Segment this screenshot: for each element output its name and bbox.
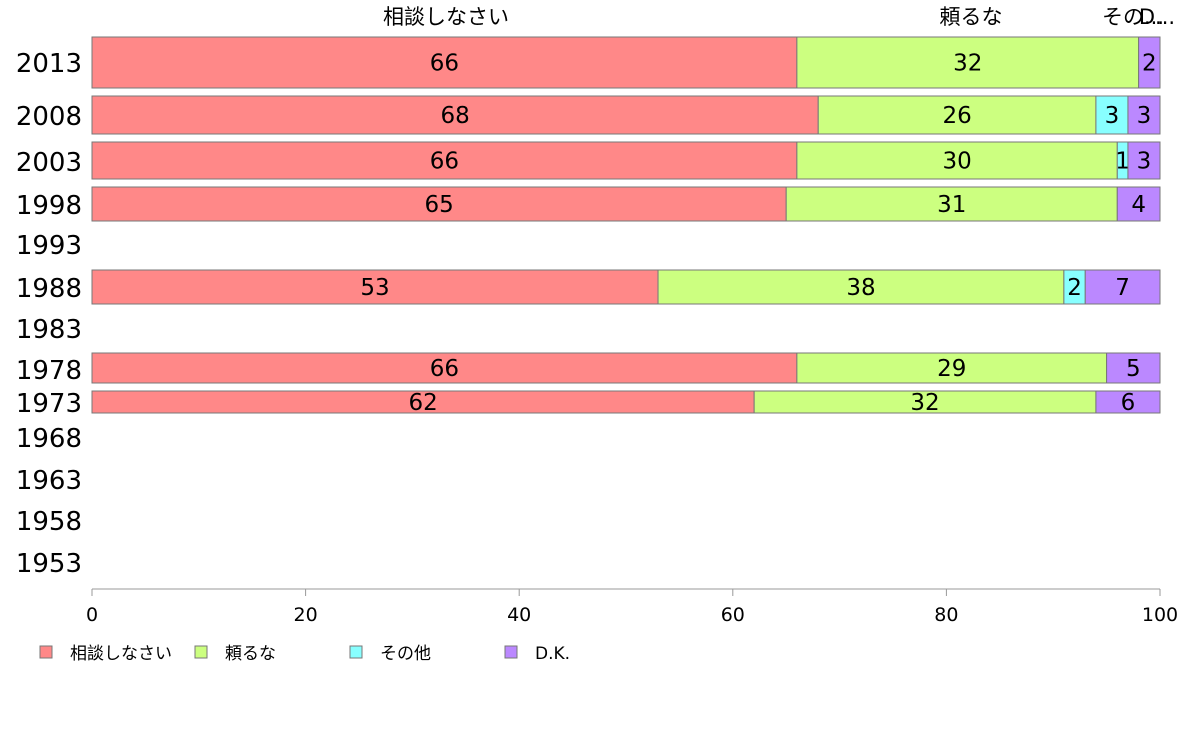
- bar-segment-1978-3: [1106, 352, 1161, 384]
- bar-value-2008-2: 3: [1105, 103, 1120, 129]
- bar-value-2008-1: 26: [942, 103, 971, 129]
- legend-swatch-1: [194, 645, 208, 659]
- bar-segment-1988-1: [657, 269, 1065, 305]
- year-label-1973: 1973: [16, 389, 82, 419]
- x-tick-label-20: 20: [294, 604, 318, 626]
- x-tick-label-0: 0: [86, 604, 98, 626]
- bar-value-2003-3: 3: [1137, 149, 1152, 175]
- bars: 66 32 268 26 3 366 30 1 365 31 453 38 2 766 29 562 32 6: [91, 36, 1161, 416]
- bar-value-2003-1: 30: [942, 149, 971, 175]
- bar-value-2003-0: 66: [430, 149, 459, 175]
- legend-label-0: 相談しなさい: [70, 644, 172, 664]
- legend: 相談しなさい 頼るな その他 D.K.: [39, 644, 570, 664]
- year-label-1968: 1968: [16, 424, 82, 454]
- bar-value-2013-0: 66: [430, 51, 459, 77]
- year-label-1983: 1983: [16, 315, 82, 345]
- bar-value-1988-3: 7: [1115, 275, 1130, 301]
- bar-segment-2003-0: [91, 141, 798, 180]
- top-label-0: 相談しなさい: [383, 5, 509, 29]
- bar-value-1973-3: 6: [1121, 390, 1136, 416]
- legend-label-3: D.K.: [535, 644, 570, 664]
- top-label-2: その...: [1102, 5, 1164, 29]
- year-label-1978: 1978: [16, 356, 82, 386]
- bar-segment-1973-3: [1095, 390, 1161, 414]
- year-label-1963: 1963: [16, 466, 82, 496]
- bar-value-1988-0: 53: [360, 275, 389, 301]
- bar-value-1988-1: 38: [846, 275, 875, 301]
- year-label-2013: 2013: [16, 49, 82, 79]
- bar-segment-1988-3: [1084, 269, 1161, 305]
- bar-segment-2008-1: [817, 95, 1097, 135]
- bar-value-2013-3: 2: [1142, 51, 1157, 77]
- bar-value-1978-0: 66: [430, 356, 459, 382]
- legend-swatch-2: [349, 645, 363, 659]
- bar-segment-2003-1: [796, 141, 1118, 180]
- year-label-1993: 1993: [16, 231, 82, 261]
- bar-segment-1998-3: [1116, 186, 1161, 222]
- bar-segment-2013-3: [1138, 36, 1161, 89]
- x-tick-label-40: 40: [507, 604, 531, 626]
- x-tick-label-80: 80: [934, 604, 958, 626]
- bar-value-1973-1: 32: [910, 390, 939, 416]
- bar-segment-2003-3: [1127, 141, 1161, 180]
- bar-value-1988-2: 2: [1067, 275, 1082, 301]
- top-label-3: D...: [1139, 5, 1175, 29]
- bar-value-2003-2: 1: [1115, 149, 1130, 175]
- legend-label-1: 頼るな: [225, 644, 276, 664]
- x-tick-label-60: 60: [721, 604, 745, 626]
- legend-label-2: その他: [380, 644, 431, 664]
- year-label-1958: 1958: [16, 507, 82, 537]
- legend-swatch-0: [39, 645, 53, 659]
- bar-value-1978-1: 29: [937, 356, 966, 382]
- year-label-1988: 1988: [16, 274, 82, 304]
- bar-segment-1998-0: [91, 186, 787, 222]
- year-label-2003: 2003: [16, 148, 82, 178]
- bar-segment-2008-3: [1127, 95, 1161, 135]
- bar-value-2013-1: 32: [953, 51, 982, 77]
- year-label-1953: 1953: [16, 549, 82, 579]
- bar-value-2008-0: 68: [440, 103, 469, 129]
- bar-segment-1978-1: [796, 352, 1108, 384]
- bar-value-1998-0: 65: [424, 192, 453, 218]
- bar-value-1998-1: 31: [937, 192, 966, 218]
- bar-segment-2008-2: [1095, 95, 1129, 135]
- bar-segment-2013-1: [796, 36, 1140, 89]
- legend-swatch-3: [504, 645, 518, 659]
- bar-value-1998-3: 4: [1131, 192, 1146, 218]
- year-label-2008: 2008: [16, 102, 82, 132]
- bar-value-1978-3: 5: [1126, 356, 1141, 382]
- top-category-labels: 相談しなさい 頼るな その...D...: [383, 5, 1175, 29]
- x-tick-label-100: 100: [1142, 604, 1178, 626]
- bar-value-2008-3: 3: [1137, 103, 1152, 129]
- bar-segment-1978-0: [91, 352, 798, 384]
- top-label-1: 頼るな: [940, 5, 1003, 29]
- x-axis: 0 20 40 60 80 100: [86, 588, 1178, 626]
- bar-value-1973-0: 62: [408, 390, 437, 416]
- bar-segment-2013-0: [91, 36, 798, 89]
- year-label-1998: 1998: [16, 191, 82, 221]
